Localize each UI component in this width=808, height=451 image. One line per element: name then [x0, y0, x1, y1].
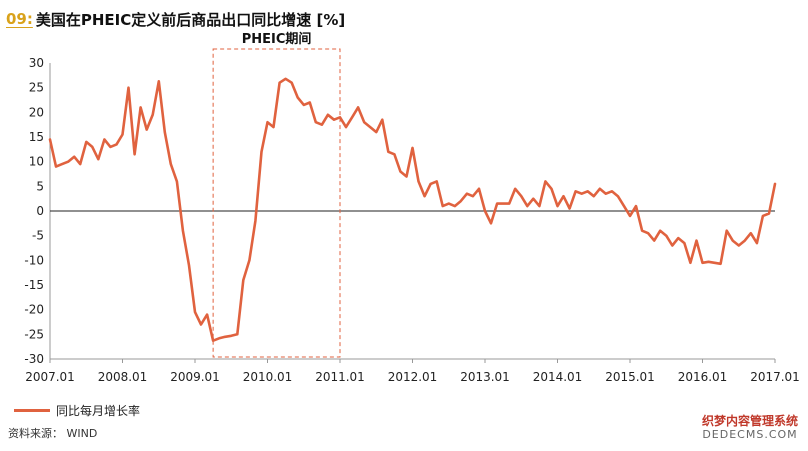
x-tick-label: 2014.01	[533, 370, 583, 384]
y-tick-label: 30	[29, 56, 44, 70]
x-tick-label: 2013.01	[460, 370, 510, 384]
legend-swatch	[14, 409, 50, 412]
watermark-line2: DEDECMS.COM	[702, 428, 798, 441]
chart-title: 09: 美国在PHEIC定义前后商品出口同比增速 [%]	[6, 6, 345, 32]
legend: 同比每月增长率	[14, 402, 140, 419]
series-line	[48, 77, 777, 343]
y-tick-label: -15	[24, 278, 44, 292]
x-tick-label: 2007.01	[25, 370, 75, 384]
title-number: 09:	[6, 10, 33, 28]
y-tick-label: 0	[36, 204, 44, 218]
x-tick-label: 2009.01	[170, 370, 220, 384]
pheic-period-label: PHEIC期间	[242, 31, 312, 47]
source-note: 资料来源： WIND	[8, 427, 98, 440]
x-tick-label: 2017.01	[750, 370, 800, 384]
y-tick-label: 25	[29, 81, 44, 95]
y-tick-label: -10	[24, 253, 44, 267]
x-tick-label: 2016.01	[678, 370, 728, 384]
pheic-period-box	[212, 48, 341, 358]
watermark-line1: 织梦内容管理系统	[701, 414, 798, 428]
x-tick-label: 2011.01	[315, 370, 365, 384]
watermark: 织梦内容管理系统 DEDECMS.COM	[702, 414, 798, 442]
y-tick-label: 15	[29, 130, 44, 144]
y-tick-label: -5	[32, 229, 44, 243]
y-tick-label: 5	[36, 179, 44, 193]
x-tick-label: 2012.01	[388, 370, 438, 384]
y-tick-label: -25	[24, 327, 44, 341]
y-tick-label: 20	[29, 105, 44, 119]
x-tick-label: 2015.01	[605, 370, 655, 384]
title-text: 美国在PHEIC定义前后商品出口同比增速 [%]	[35, 10, 346, 29]
legend-label: 同比每月增长率	[56, 404, 141, 418]
y-tick-label: 10	[29, 155, 44, 169]
y-tick-label: -20	[24, 303, 44, 317]
line-chart: 30 25 20 15 10 5 0 -5 -10 -15 -20 -25 -30 2007.01 2008…	[24, 31, 800, 384]
x-tick-label: 2010.01	[243, 370, 293, 384]
x-tick-label: 2008.01	[98, 370, 148, 384]
y-tick-label: -30	[24, 352, 44, 366]
